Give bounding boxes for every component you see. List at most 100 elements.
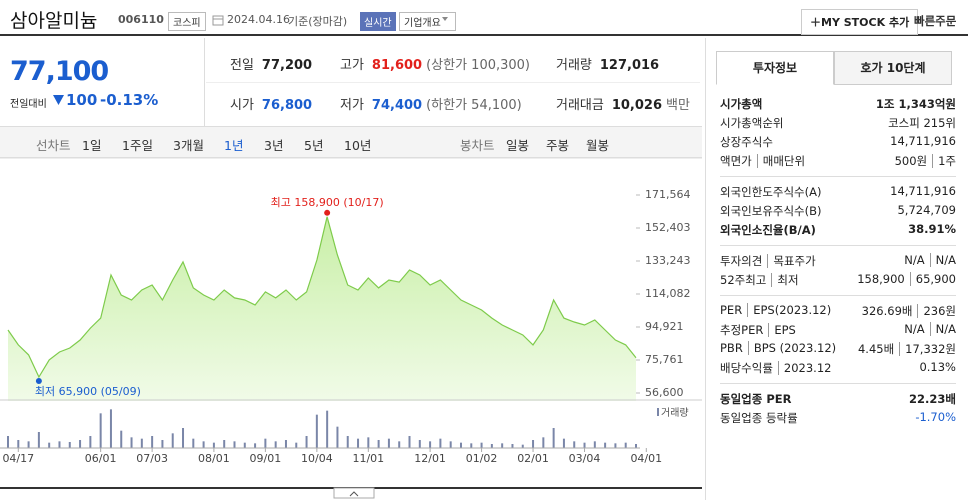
change: 100 [66,91,98,109]
info-value: 1주 [932,154,956,168]
volume-bar [274,441,277,448]
volume-bar [593,441,596,448]
volume-bar [562,438,565,448]
price-box: 77,100 전일대비 100 -0.13% [0,38,205,126]
info-labels: 외국인한도주식수(A) [720,185,821,199]
info-row: PER EPS(2023.12) 326.69배 236원 [720,303,956,322]
chart-tabs: 선차트 1일 1주일 3개월 1년 3년 5년 10년 봉차트 일봉 주봉 월봉 [0,126,702,158]
info-value: 65,900 [909,272,956,286]
company-button[interactable]: 기업개요 [399,12,456,31]
volume-bar [377,440,380,448]
info-labels: 액면가 매매단위 [720,154,806,168]
info-value: 326.69배 [861,304,913,318]
volume-legend: 거래량 [661,407,689,419]
info-row: 시가총액 1조 1,343억원 [720,96,956,115]
high-label: 최고 158,900 (10/17) [271,196,384,209]
quote-table: 전일 77,200 고가 81,600 (상한가 100,300) 거래량 127,016 시… [206,38,700,126]
side-panel: 투자정보 호가 10단계 시가총액 1조 1,343억원 시가총액순위 코스피 215위 상… [705,38,968,500]
info-label: EPS(2023.12) [747,303,832,317]
collapse-button[interactable] [333,487,375,499]
volume-bar [130,437,133,448]
volume-bar [449,441,452,448]
volume-bar [408,436,411,448]
y-tick-label: 152,403 [645,221,691,234]
basis: 기준(장마감) [288,15,348,28]
x-tick-label: 11/01 [352,452,384,465]
info-labels: 동일업종 PER [720,392,791,406]
info-row: 외국인한도주식수(A) 14,711,916 [720,184,956,203]
tab[interactable]: 일봉 [506,138,530,153]
info-label: 동일업종 PER [720,392,792,406]
volume-bar [439,438,442,448]
x-tick-label: 10/04 [301,452,333,465]
info-values: 4.45배 17,332원 [858,341,956,357]
realtime-badge[interactable]: 실시간 [360,12,396,31]
volume-bar [501,443,504,448]
x-tick-label: 04/01 [630,452,662,465]
high-marker [324,209,331,216]
info-label: 상장주식수 [720,135,773,149]
info-labels: 외국인소진율(B/A) [720,223,816,237]
info-row: 외국인소진율(B/A) 38.91% [720,222,956,241]
quote-value: 76,800 [261,98,313,113]
quote-value: 81,600 [371,58,423,73]
y-tick-label: 56,600 [645,386,684,399]
quote-label: 고가 [340,58,364,73]
divider [206,82,700,83]
quote-value: 127,016 [599,58,660,73]
stock-code: 006110 [118,13,164,26]
volume-bar [552,428,555,448]
tab[interactable]: 월봉 [586,138,610,153]
info-row: 52주최고 최저 158,900 65,900 [720,272,956,291]
side-tab[interactable]: 호가 10단계 [834,51,952,85]
volume-bar [346,436,349,448]
low-marker [35,377,42,384]
volume-bar [573,441,576,448]
info-labels: 외국인보유주식수(B) [720,204,822,218]
quote-label: 저가 [340,98,364,113]
volume-bar [315,414,318,448]
y-tick-label: 171,564 [645,188,691,201]
tab[interactable]: 주봉 [546,138,570,153]
info-values: N/A N/A [904,322,956,336]
tab[interactable]: 3개월 [173,138,204,153]
tab[interactable]: 1주일 [122,138,153,153]
volume-bar [336,426,339,448]
volume-bar [89,436,92,448]
x-tick-label: 03/04 [569,452,601,465]
info-labels: 추정PER EPS [720,323,796,337]
quote-cell: 시가 76,800 [230,94,312,113]
volume-bar [542,437,545,448]
info-row: 투자의견 목표주가 N/A N/A [720,253,956,272]
date: 2024.04.16 [227,13,290,26]
volume-bar [58,441,61,448]
info-label: BPS (2023.12) [747,341,837,355]
info-label: 투자의견 [720,254,763,268]
side-tab[interactable]: 투자정보 [716,51,834,85]
volume-bar [490,444,493,448]
tab[interactable]: 3년 [264,138,284,153]
tab[interactable]: 10년 [344,138,372,153]
tab[interactable]: 1일 [82,138,102,153]
y-tick-label: 133,243 [645,254,691,267]
info-label: 52주최고 [720,273,767,287]
volume-bar [109,409,112,448]
volume-bar [532,440,535,448]
order-button[interactable]: 빠른주문 [914,14,957,28]
volume-bar [182,428,185,448]
change-rate: -0.13% [100,91,159,109]
quote-cell: 거래대금 10,026 백만 [556,94,690,113]
price-area [8,216,636,401]
info-labels: 배당수익률 2023.12 [720,361,832,375]
info-value: 4.45배 [857,342,895,356]
info-label: PER [720,303,743,317]
chart: 56,600 75,761 94,921 114,082 133,243 152,403 1… [0,158,702,499]
tab[interactable]: 1년 [224,138,244,153]
info-value: 17,332원 [899,342,956,356]
info-values: 코스피 215위 [888,115,956,131]
quote-value: 10,026 [611,98,663,113]
volume-bar [7,436,9,448]
price-line [7,216,637,379]
mystock-button[interactable]: ＋MY STOCK 추가 [801,9,919,35]
tab[interactable]: 5년 [304,138,324,153]
